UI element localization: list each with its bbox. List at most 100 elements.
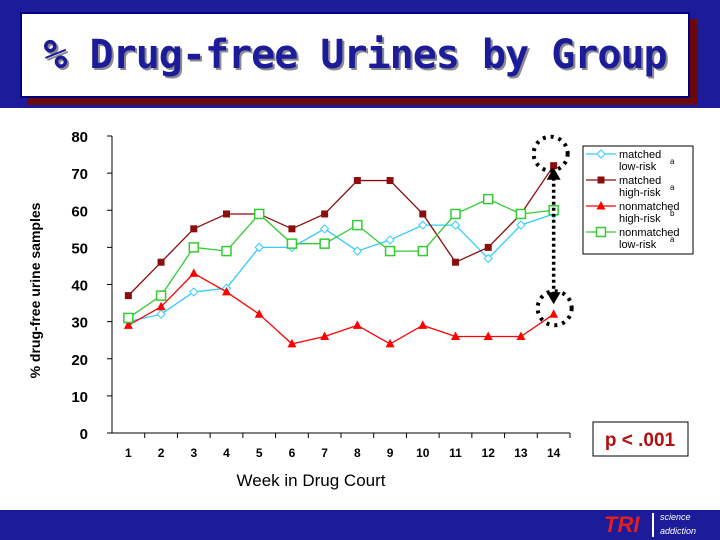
y-tick-label: 80 bbox=[71, 129, 88, 146]
data-point bbox=[124, 292, 132, 300]
data-point bbox=[483, 331, 493, 340]
data-point bbox=[319, 238, 330, 249]
series-line bbox=[128, 213, 554, 323]
series-nonmatched-high-risk bbox=[123, 268, 559, 348]
title-box: % Drug-free Urines by Group bbox=[20, 12, 690, 98]
data-point bbox=[188, 242, 200, 253]
x-tick-label: 2 bbox=[158, 446, 165, 460]
series-matched-low-risk bbox=[123, 209, 559, 327]
data-point bbox=[483, 253, 493, 264]
x-tick-label: 14 bbox=[547, 446, 561, 460]
data-point bbox=[190, 225, 198, 233]
y-tick-label: 0 bbox=[80, 426, 88, 443]
x-tick-label: 3 bbox=[190, 446, 197, 460]
data-point bbox=[482, 193, 494, 205]
legend-label: nonmatched bbox=[619, 227, 680, 239]
data-point bbox=[549, 309, 559, 318]
data-point bbox=[384, 245, 396, 257]
legend-label: low-risk bbox=[619, 161, 657, 173]
footer-tag-science: science bbox=[660, 512, 691, 522]
y-tick-label: 50 bbox=[71, 240, 88, 257]
y-tick-label: 10 bbox=[71, 389, 88, 406]
y-tick-label: 70 bbox=[71, 166, 88, 183]
series-line bbox=[128, 272, 555, 345]
data-point bbox=[319, 224, 330, 234]
data-point bbox=[123, 312, 134, 324]
x-tick-label: 4 bbox=[223, 446, 230, 460]
footer-divider bbox=[652, 513, 654, 537]
legend-label: matched bbox=[619, 149, 661, 161]
x-tick-label: 13 bbox=[514, 446, 528, 460]
x-tick-label: 11 bbox=[449, 446, 462, 460]
data-point bbox=[222, 286, 231, 296]
legend-label: high-risk bbox=[619, 213, 661, 225]
legend-label: high-risk bbox=[619, 187, 661, 199]
y-tick-label: 60 bbox=[71, 203, 88, 220]
legend-superscript: a bbox=[670, 183, 675, 192]
p-value-box bbox=[592, 421, 689, 457]
data-point bbox=[385, 338, 395, 348]
legend-superscript: a bbox=[670, 157, 675, 166]
x-tick-label: 5 bbox=[256, 446, 263, 460]
data-point bbox=[550, 162, 558, 170]
legend-label: nonmatched bbox=[619, 201, 680, 213]
data-point bbox=[223, 210, 230, 218]
series-nonmatched-low-risk bbox=[123, 193, 559, 324]
page-title: % Drug-free Urines by Group bbox=[43, 32, 667, 78]
title-bar: % Drug-free Urines by Group bbox=[0, 0, 720, 108]
data-point bbox=[156, 301, 166, 311]
data-point bbox=[597, 176, 605, 184]
y-tick-label: 30 bbox=[71, 315, 88, 332]
x-tick-label: 6 bbox=[289, 446, 296, 460]
data-point bbox=[385, 235, 395, 245]
data-point bbox=[123, 320, 133, 329]
data-point bbox=[254, 309, 264, 318]
data-point bbox=[155, 290, 167, 301]
data-point bbox=[321, 210, 329, 218]
data-point bbox=[156, 309, 166, 319]
data-point bbox=[386, 177, 394, 185]
data-point bbox=[596, 149, 606, 159]
y-axis-label: % drug-free urine samples bbox=[27, 202, 43, 378]
data-point bbox=[189, 287, 199, 297]
series-matched-high-risk bbox=[124, 162, 558, 300]
data-point bbox=[515, 208, 527, 220]
data-point bbox=[320, 331, 330, 340]
data-point bbox=[451, 331, 460, 340]
difference-arrow-head-down bbox=[546, 292, 561, 305]
legend-superscript: b bbox=[670, 209, 675, 218]
data-point bbox=[254, 242, 264, 253]
data-point bbox=[287, 338, 297, 348]
data-point bbox=[253, 208, 265, 220]
data-point bbox=[353, 177, 361, 185]
data-point bbox=[450, 220, 461, 230]
data-point bbox=[221, 245, 232, 257]
data-point bbox=[595, 226, 607, 238]
footer-bar: TRI science addiction bbox=[0, 510, 720, 540]
series-line bbox=[127, 198, 554, 319]
data-point bbox=[516, 220, 526, 230]
data-point bbox=[286, 238, 298, 249]
highlight-circle-bottom bbox=[535, 289, 574, 328]
x-tick-label: 9 bbox=[387, 446, 394, 460]
data-point bbox=[417, 245, 429, 257]
y-tick-label: 40 bbox=[71, 278, 88, 295]
x-tick-label: 12 bbox=[482, 446, 496, 460]
x-axis-label: Week in Drug Court bbox=[237, 471, 386, 490]
x-tick-label: 10 bbox=[416, 446, 430, 460]
x-tick-label: 1 bbox=[125, 446, 132, 460]
data-point bbox=[596, 201, 606, 210]
legend-label: low-risk bbox=[619, 239, 657, 251]
y-tick-label: 20 bbox=[71, 352, 88, 369]
data-point bbox=[418, 320, 428, 329]
legend-superscript: a bbox=[670, 235, 675, 244]
data-point bbox=[450, 208, 461, 220]
footer-tag-addiction: addiction bbox=[660, 526, 697, 536]
data-point bbox=[189, 268, 199, 277]
data-point bbox=[352, 320, 362, 329]
